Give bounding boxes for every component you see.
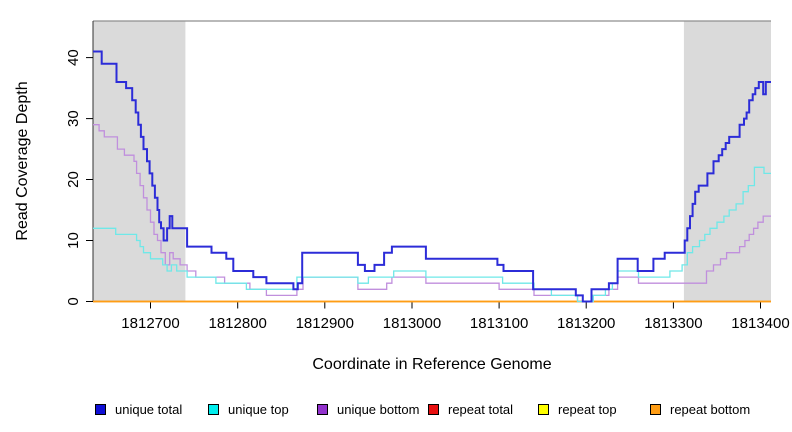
series-line-unique-top	[93, 166, 771, 303]
legend-label: repeat top	[558, 401, 617, 417]
legend-label: unique bottom	[337, 401, 420, 417]
legend-item-repeat-bottom: repeat bottom	[650, 401, 750, 417]
series-line-unique-bottom	[93, 124, 771, 303]
legend-label: repeat bottom	[670, 401, 751, 417]
x-tick-label: 1812900	[296, 315, 354, 332]
y-tick-label: 20	[65, 171, 82, 188]
legend-label: repeat total	[448, 401, 514, 417]
axes: 1812700 1812800 1812900 1813000 1813100 18132…	[65, 49, 790, 332]
series-line-unique-total	[93, 50, 771, 303]
shaded-regions	[93, 21, 771, 302]
y-axis-title: Read Coverage Depth	[14, 81, 31, 240]
legend-item-unique-top: unique top	[208, 401, 289, 417]
legend-label: unique total	[115, 401, 183, 417]
legend-swatch-icon	[650, 403, 661, 415]
legend-item-repeat-total: repeat total	[428, 401, 513, 417]
legend-swatch-icon	[317, 403, 328, 415]
legend-label: unique top	[228, 401, 289, 417]
y-tick-label: 40	[65, 49, 82, 66]
y-tick-label: 10	[65, 232, 82, 249]
y-tick-label: 30	[65, 110, 82, 127]
legend-item-repeat-top: repeat top	[538, 401, 617, 417]
legend-swatch-icon	[428, 403, 439, 415]
legend-swatch-icon	[208, 403, 219, 415]
series-lines	[93, 50, 771, 303]
x-tick-label: 1813400	[731, 315, 789, 332]
legend-item-unique-bottom: unique bottom	[317, 401, 419, 417]
legend-item-unique-total: unique total	[95, 401, 182, 417]
x-axis-title: Coordinate in Reference Genome	[312, 356, 551, 373]
x-tick-label: 1813000	[383, 315, 441, 332]
x-tick-label: 1813100	[470, 315, 528, 332]
chart-legend: unique total unique top unique bottom repea…	[0, 401, 792, 421]
y-tick-label: 0	[65, 297, 82, 305]
legend-swatch-icon	[538, 403, 549, 415]
legend-swatch-icon	[95, 403, 106, 415]
x-tick-label: 1813300	[644, 315, 702, 332]
x-tick-label: 1813200	[557, 315, 615, 332]
x-tick-label: 1812800	[208, 315, 266, 332]
x-tick-label: 1812700	[121, 315, 179, 332]
shaded-region	[683, 21, 771, 302]
chart-svg: 1812700 1812800 1812900 1813000 1813100 18132…	[14, 20, 790, 373]
